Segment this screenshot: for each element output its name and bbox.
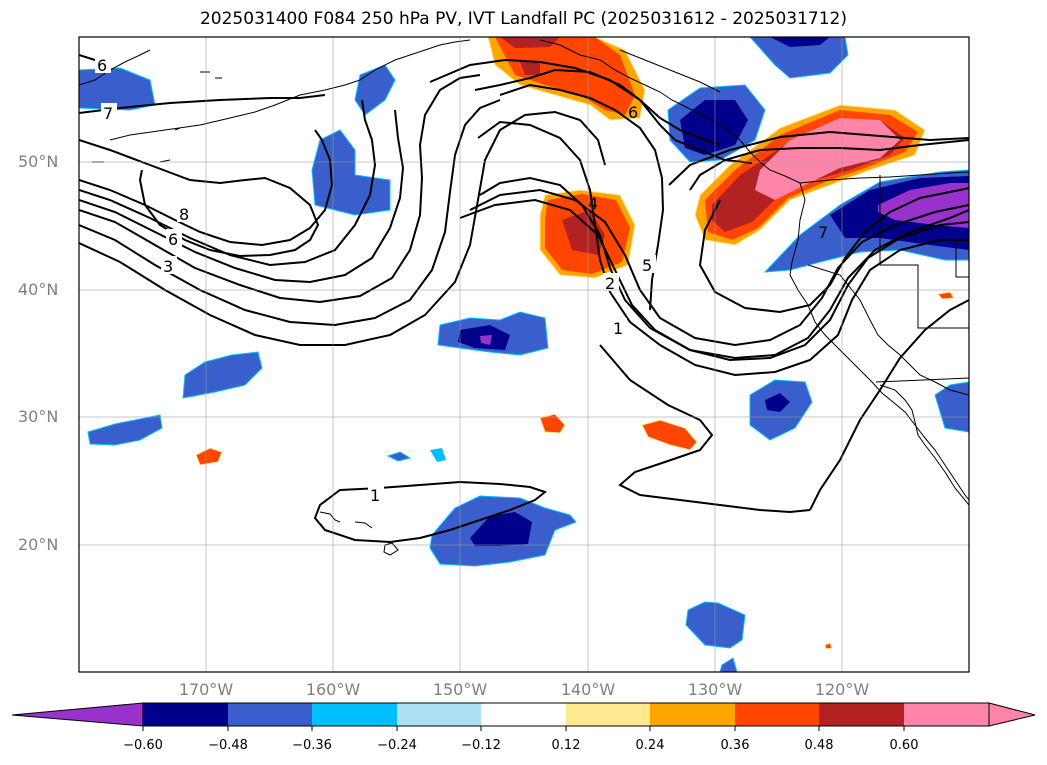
contour-label: 7	[103, 104, 113, 123]
colorbar-tick-label: −0.36	[292, 738, 332, 753]
pv-contours	[79, 54, 969, 544]
coastlines	[79, 39, 969, 556]
colorbar-segment	[819, 703, 904, 726]
lat-label: 50°N	[18, 152, 59, 171]
contour-label: 1	[613, 319, 623, 338]
colorbar-tick-label: 0.24	[635, 738, 665, 753]
contour-label: 1	[370, 486, 380, 505]
colorbar-segment	[11, 702, 144, 727]
lon-label: 120°W	[814, 680, 870, 699]
map-plot-area: 6 7 8 6 3 4 2 1 5 6 7 1	[79, 37, 969, 672]
lat-label: 20°N	[18, 535, 59, 554]
lon-label: 130°W	[687, 680, 743, 699]
colorbar-segment	[988, 702, 1036, 727]
colorbar-segment	[228, 703, 312, 726]
colorbar-segment	[735, 703, 819, 726]
contour-label: 6	[168, 230, 178, 249]
grid-lines	[79, 37, 969, 672]
colorbar-segment	[566, 703, 650, 726]
contour-labels: 6 7 8 6 3 4 2 1 5 6 7 1	[95, 55, 828, 505]
colorbar	[11, 702, 1036, 731]
contour-label: 6	[628, 103, 638, 122]
contour-label: 5	[642, 256, 652, 275]
colorbar-tick-label: 0.48	[804, 738, 834, 753]
lon-label: 170°W	[178, 680, 234, 699]
lon-label: 160°W	[305, 680, 361, 699]
colorbar-segment	[143, 703, 228, 726]
colorbar-tick-label: −0.60	[123, 738, 163, 753]
colorbar-segment	[650, 703, 735, 726]
colorbar-tick-label: 0.60	[889, 738, 919, 753]
contour-label: 7	[818, 223, 828, 242]
colorbar-tick-label: −0.48	[208, 738, 248, 753]
colorbar-segment	[312, 703, 397, 726]
contour-label: 3	[163, 257, 173, 276]
contour-label: 8	[179, 205, 189, 224]
lat-label: 40°N	[18, 280, 59, 299]
lon-label: 150°W	[432, 680, 488, 699]
lon-label: 140°W	[560, 680, 616, 699]
lat-label: 30°N	[18, 407, 59, 426]
plot-border	[78, 36, 970, 673]
colorbar-tick-label: 0.12	[551, 738, 581, 753]
colorbar-segment	[397, 703, 481, 726]
colorbar-tick-label: −0.12	[461, 738, 501, 753]
colorbar-tick-label: −0.24	[377, 738, 417, 753]
map-title: 2025031400 F084 250 hPa PV, IVT Landfall…	[199, 9, 847, 29]
colorbar-segment	[481, 703, 566, 726]
colorbar-tick-label: 0.36	[720, 738, 750, 753]
contour-label: 2	[605, 274, 615, 293]
contour-label: 4	[588, 194, 598, 213]
contour-label: 6	[97, 56, 107, 75]
colorbar-segment	[904, 703, 989, 726]
